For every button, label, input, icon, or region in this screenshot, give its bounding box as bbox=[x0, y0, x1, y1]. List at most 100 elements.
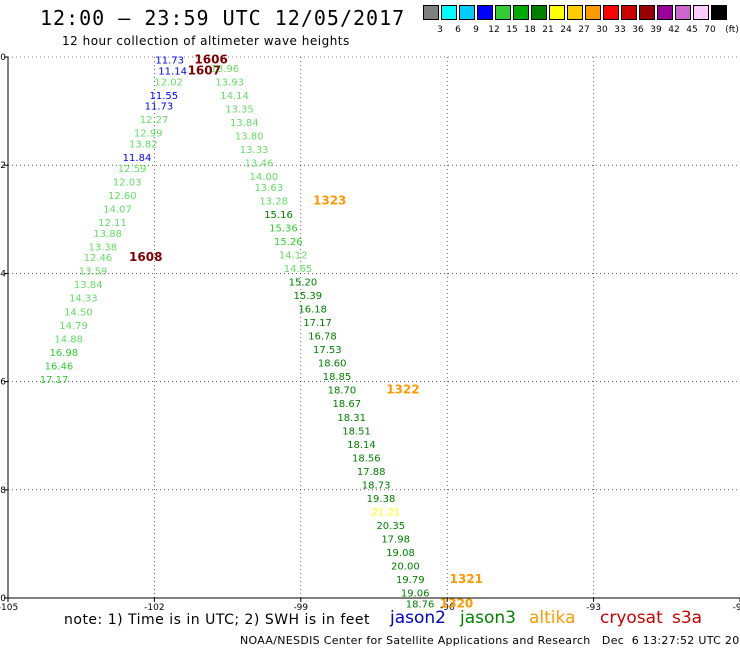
data-point-label: 1606 bbox=[194, 53, 227, 67]
data-point-label: 15.36 bbox=[269, 223, 298, 234]
data-point-label: 14.07 bbox=[103, 204, 132, 215]
scale-swatch bbox=[531, 5, 547, 20]
y-tick-label: -52 bbox=[0, 161, 6, 171]
data-point-label: 13.82 bbox=[129, 140, 158, 151]
data-point-label: 18.73 bbox=[362, 480, 391, 491]
chart-subtitle: 12 hour collection of altimeter wave hei… bbox=[62, 34, 350, 48]
data-point-label: 14.50 bbox=[64, 307, 93, 318]
data-point-label: 13.96 bbox=[211, 64, 240, 75]
data-point-label: 20.00 bbox=[391, 562, 420, 573]
data-point-label: 13.88 bbox=[93, 229, 122, 240]
scale-label: 42 bbox=[668, 25, 680, 35]
scale-swatch bbox=[675, 5, 691, 20]
legend-jason2: jason2 bbox=[390, 608, 446, 628]
data-point-label: 1321 bbox=[450, 572, 483, 586]
data-point-label: 12.11 bbox=[98, 218, 127, 229]
data-point-label: 12.46 bbox=[84, 253, 113, 264]
scale-swatch bbox=[459, 5, 475, 20]
scale-label: 27 bbox=[578, 25, 590, 35]
scale-swatch bbox=[603, 5, 619, 20]
y-tick-label: -54 bbox=[0, 269, 6, 279]
data-point-label: 13.38 bbox=[89, 242, 118, 253]
scale-label: 30 bbox=[596, 25, 608, 35]
data-point-label: 15.26 bbox=[274, 237, 303, 248]
data-point-label: 14.12 bbox=[279, 250, 308, 261]
scale-label: 15 bbox=[506, 25, 518, 35]
data-point-label: 16.98 bbox=[49, 348, 78, 359]
data-point-label: 17.88 bbox=[357, 467, 386, 478]
data-point-label: 19.38 bbox=[367, 494, 396, 505]
data-point-label: 1320 bbox=[440, 596, 473, 610]
data-point-label: 15.39 bbox=[293, 291, 322, 302]
scale-swatch bbox=[495, 5, 511, 20]
data-point-label: 19.08 bbox=[386, 548, 415, 559]
data-point-label: 13.35 bbox=[225, 104, 254, 115]
data-point-label: 13.84 bbox=[74, 280, 103, 291]
data-point-label: 11.73 bbox=[155, 56, 184, 67]
data-point-label: 1323 bbox=[313, 193, 346, 207]
data-point-label: 12.99 bbox=[134, 129, 163, 140]
scale-label: 6 bbox=[455, 25, 461, 35]
data-point-label: 13.46 bbox=[245, 158, 274, 169]
data-point-label: 15.16 bbox=[264, 210, 293, 221]
x-tick-label: -90 bbox=[733, 603, 740, 613]
data-point-label: 17.17 bbox=[303, 318, 332, 329]
scale-swatch bbox=[477, 5, 493, 20]
scale-swatch bbox=[639, 5, 655, 20]
data-point-label: 12.59 bbox=[118, 164, 147, 175]
data-point-label: 14.00 bbox=[250, 172, 279, 183]
y-tick-label: -58 bbox=[0, 486, 6, 496]
data-point-label: 17.17 bbox=[40, 375, 69, 386]
data-point-label: 12.27 bbox=[140, 115, 169, 126]
data-point-label: 18.14 bbox=[347, 440, 376, 451]
scale-label: 12 bbox=[488, 25, 500, 35]
data-point-label: 18.31 bbox=[337, 413, 366, 424]
scale-label: 33 bbox=[614, 25, 626, 35]
scale-label: 39 bbox=[650, 25, 662, 35]
scale-label: 21 bbox=[542, 25, 554, 35]
data-point-label: 18.51 bbox=[342, 426, 371, 437]
y-tick-label: -56 bbox=[0, 378, 6, 388]
scale-label: 70 bbox=[704, 25, 716, 35]
legend-s3a: s3a bbox=[672, 608, 703, 628]
data-point-label: 14.88 bbox=[54, 334, 83, 345]
legend-cryosat: cryosat bbox=[600, 608, 663, 628]
data-point-label: 17.98 bbox=[381, 534, 410, 545]
x-tick-label: -93 bbox=[586, 603, 601, 613]
data-point-label: 14.33 bbox=[69, 294, 98, 305]
data-point-label: 11.55 bbox=[150, 91, 179, 102]
data-point-label: 13.84 bbox=[230, 118, 259, 129]
data-point-label: 1607 bbox=[188, 64, 221, 78]
data-point-label: 15.20 bbox=[289, 278, 318, 289]
x-tick-label: -96 bbox=[440, 603, 455, 613]
data-point-label: 21.21 bbox=[372, 507, 401, 518]
x-tick-label: -99 bbox=[293, 603, 308, 613]
data-point-label: 12.02 bbox=[154, 77, 183, 88]
x-tick-label: -102 bbox=[144, 603, 164, 613]
scale-swatch bbox=[567, 5, 583, 20]
data-point-label: 18.85 bbox=[323, 372, 352, 383]
y-tick-label: -50 bbox=[0, 53, 6, 63]
scale-swatch bbox=[513, 5, 529, 20]
data-point-label: 18.76 bbox=[406, 599, 435, 610]
legend-altika: altika bbox=[529, 608, 576, 628]
scale-label: 36 bbox=[632, 25, 644, 35]
data-point-label: 13.28 bbox=[259, 196, 288, 207]
scale-swatch bbox=[585, 5, 601, 20]
data-point-label: 20.35 bbox=[376, 521, 405, 532]
data-point-label: 13.63 bbox=[254, 183, 283, 194]
data-point-label: 11.73 bbox=[145, 102, 174, 113]
scale-label: 24 bbox=[560, 25, 572, 35]
scale-swatch bbox=[657, 5, 673, 20]
scale-label: 9 bbox=[473, 25, 479, 35]
scale-label: 3 bbox=[437, 25, 443, 35]
scale-swatch bbox=[711, 5, 727, 20]
scale-swatch bbox=[621, 5, 637, 20]
scale-label: 18 bbox=[524, 25, 536, 35]
footer-credit: NOAA/NESDIS Center for Satellite Applica… bbox=[240, 634, 740, 647]
data-point-label: 16.46 bbox=[45, 361, 74, 372]
data-point-label: 18.67 bbox=[333, 399, 362, 410]
x-tick-label: -105 bbox=[0, 603, 18, 613]
data-point-label: 12.60 bbox=[108, 191, 137, 202]
